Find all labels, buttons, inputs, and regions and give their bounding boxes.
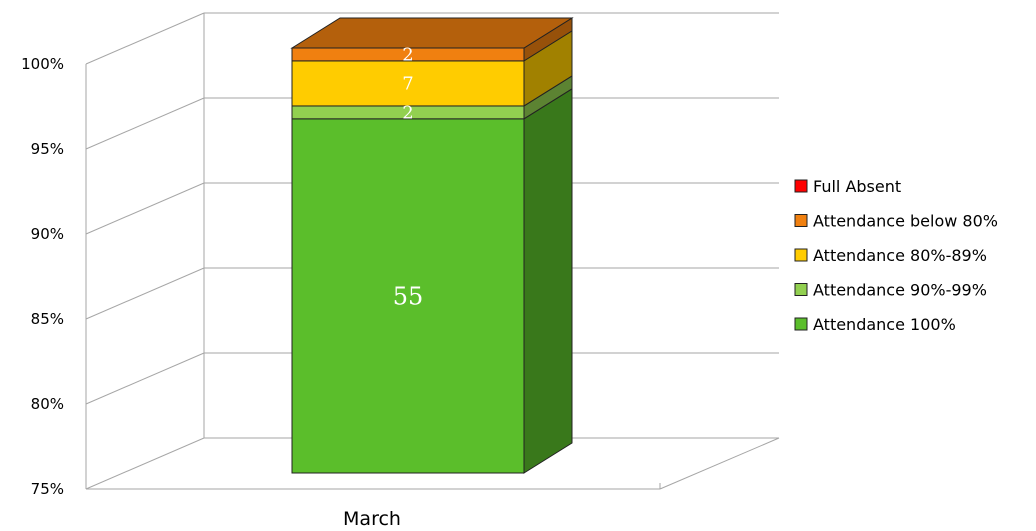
bar-top-face	[292, 18, 572, 48]
gridline-depth	[86, 13, 204, 64]
data-label: 7	[402, 74, 413, 95]
gridline-depth	[86, 438, 204, 489]
legend-label: Attendance 90%-99%	[813, 281, 987, 300]
y-axis-tick-labels: 75% 80% 85% 90% 95% 100%	[21, 55, 64, 498]
x-category-label: March	[343, 508, 401, 530]
data-label: 2	[402, 103, 413, 124]
floor-right-edge	[660, 438, 779, 489]
legend-swatch	[795, 215, 807, 227]
legend-label: Attendance below 80%	[813, 212, 998, 231]
y-tick-label: 100%	[21, 55, 64, 73]
legend-label: Full Absent	[813, 177, 901, 196]
legend-label: Attendance 80%-89%	[813, 246, 987, 265]
legend-swatch	[795, 318, 807, 330]
legend-swatch	[795, 249, 807, 261]
legend-swatch	[795, 284, 807, 296]
y-tick-label: 85%	[31, 310, 64, 328]
gridline-depth	[86, 98, 204, 149]
y-tick-label: 75%	[31, 480, 64, 498]
legend-label: Attendance 100%	[813, 315, 956, 334]
data-label: 2	[402, 45, 413, 66]
legend-swatch	[795, 180, 807, 192]
x-axis-category-labels: March	[343, 508, 401, 530]
y-tick-label: 90%	[31, 225, 64, 243]
data-label: 55	[393, 282, 424, 310]
legend: Full Absent Attendance below 80% Attendanc…	[795, 177, 998, 334]
gridline-depth	[86, 183, 204, 234]
y-tick-label: 80%	[31, 395, 64, 413]
gridline-depth	[86, 353, 204, 404]
bar-segment-side	[524, 89, 572, 473]
gridline-depth	[86, 268, 204, 319]
stacked-bar	[292, 18, 572, 473]
y-tick-label: 95%	[31, 140, 64, 158]
